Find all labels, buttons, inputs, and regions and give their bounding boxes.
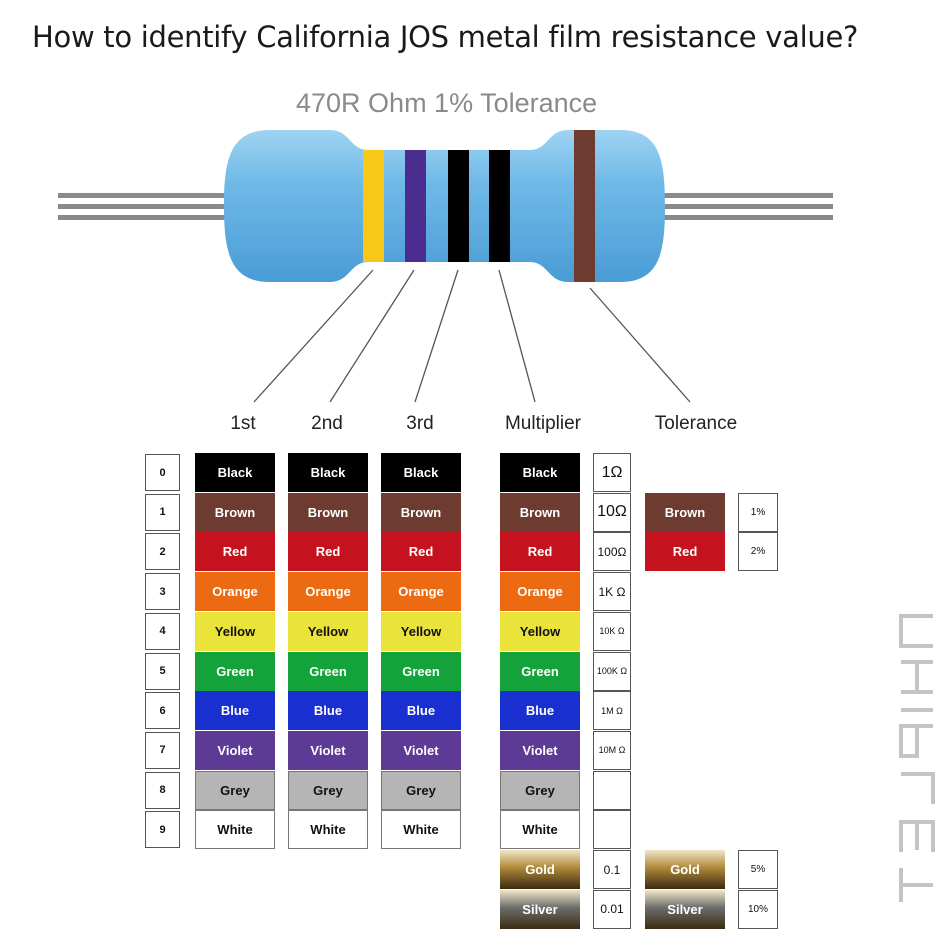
- tolerance-value: 2%: [738, 532, 778, 572]
- multiplier-value: 1M Ω: [593, 691, 631, 731]
- multiplier-value: 10M Ω: [593, 730, 631, 770]
- band-1st-white: White: [195, 810, 275, 850]
- band-3rd-red: Red: [381, 532, 461, 572]
- band-2nd-yellow: Yellow: [288, 611, 368, 651]
- resistor-band-1: [363, 150, 384, 262]
- band-3rd-green: Green: [381, 651, 461, 691]
- band-multiplier-gold: Gold: [500, 850, 580, 889]
- band-2nd-white: White: [288, 810, 368, 850]
- band-tolerance-silver: Silver: [645, 889, 725, 929]
- right-lead: [655, 193, 833, 220]
- band-multiplier-blue: Blue: [500, 691, 580, 731]
- band-multiplier-grey: Grey: [500, 770, 580, 810]
- band-1st-red: Red: [195, 532, 275, 572]
- multiplier-value: 1K Ω: [593, 572, 631, 612]
- digit-number: 9: [145, 811, 180, 849]
- band-2nd-grey: Grey: [288, 770, 368, 810]
- multiplier-value: 10Ω: [593, 492, 631, 532]
- page-title: How to identify California JOS metal fil…: [32, 20, 859, 54]
- band-2nd-violet: Violet: [288, 730, 368, 770]
- multiplier-value: 0.1: [593, 850, 631, 889]
- band-multiplier-black: Black: [500, 453, 580, 492]
- column-header-3rd: 3rd: [406, 413, 434, 434]
- band-tolerance-gold: Gold: [645, 850, 725, 889]
- band-3rd-black: Black: [381, 453, 461, 492]
- digit-number: 8: [145, 771, 180, 809]
- resistor-band-multiplier: [489, 150, 510, 262]
- band-tolerance-brown: Brown: [645, 492, 725, 532]
- band-3rd-white: White: [381, 810, 461, 850]
- band-1st-grey: Grey: [195, 770, 275, 810]
- band-tolerance-red: Red: [645, 532, 725, 572]
- band-multiplier-violet: Violet: [500, 730, 580, 770]
- resistor-band-3: [448, 150, 469, 262]
- band-multiplier-red: Red: [500, 532, 580, 572]
- band-1st-violet: Violet: [195, 730, 275, 770]
- multiplier-value: 1Ω: [593, 453, 631, 492]
- band-3rd-brown: Brown: [381, 492, 461, 532]
- band-multiplier-yellow: Yellow: [500, 611, 580, 651]
- multiplier-value: [593, 770, 631, 810]
- resistor-value-label: 470R Ohm 1% Tolerance: [296, 88, 598, 118]
- digit-number: 3: [145, 573, 180, 611]
- multiplier-value: [593, 810, 631, 850]
- tolerance-value: 1%: [738, 492, 778, 532]
- band-multiplier-brown: Brown: [500, 492, 580, 532]
- band-1st-blue: Blue: [195, 691, 275, 731]
- band-2nd-green: Green: [288, 651, 368, 691]
- band-multiplier-silver: Silver: [500, 889, 580, 929]
- band-2nd-red: Red: [288, 532, 368, 572]
- multiplier-value: 0.01: [593, 889, 631, 929]
- band-multiplier-white: White: [500, 810, 580, 850]
- digit-number: 7: [145, 731, 180, 769]
- digit-number: 5: [145, 652, 180, 690]
- band-multiplier-orange: Orange: [500, 572, 580, 612]
- left-lead: [58, 193, 238, 220]
- tolerance-value: 10%: [738, 889, 778, 929]
- band-1st-brown: Brown: [195, 492, 275, 532]
- band-2nd-orange: Orange: [288, 572, 368, 612]
- column-header-tolerance: Tolerance: [654, 413, 738, 434]
- multiplier-value: 10K Ω: [593, 611, 631, 651]
- band-1st-yellow: Yellow: [195, 611, 275, 651]
- digit-number: 4: [145, 612, 180, 650]
- band-3rd-yellow: Yellow: [381, 611, 461, 651]
- tolerance-value: 5%: [738, 850, 778, 889]
- multiplier-value: 100Ω: [593, 532, 631, 572]
- resistor-band-2: [405, 150, 426, 262]
- band-1st-green: Green: [195, 651, 275, 691]
- band-1st-black: Black: [195, 453, 275, 492]
- band-2nd-brown: Brown: [288, 492, 368, 532]
- band-2nd-blue: Blue: [288, 691, 368, 731]
- multiplier-value: 100K Ω: [593, 651, 631, 691]
- band-1st-orange: Orange: [195, 572, 275, 612]
- pointer-lines: [253, 269, 691, 403]
- column-header-1st: 1st: [230, 413, 256, 434]
- band-2nd-black: Black: [288, 453, 368, 492]
- chiplet-watermark: [899, 614, 935, 902]
- band-3rd-violet: Violet: [381, 730, 461, 770]
- resistor-band-tolerance: [574, 130, 595, 282]
- digit-number: 1: [145, 493, 180, 531]
- digit-number: 0: [145, 454, 180, 491]
- band-multiplier-green: Green: [500, 651, 580, 691]
- band-3rd-grey: Grey: [381, 770, 461, 810]
- column-header-multiplier: Multiplier: [504, 413, 582, 434]
- band-3rd-orange: Orange: [381, 572, 461, 612]
- resistor-body: [224, 130, 665, 282]
- digit-number: 6: [145, 692, 180, 730]
- column-header-2nd: 2nd: [311, 413, 343, 434]
- band-3rd-blue: Blue: [381, 691, 461, 731]
- digit-number: 2: [145, 533, 180, 571]
